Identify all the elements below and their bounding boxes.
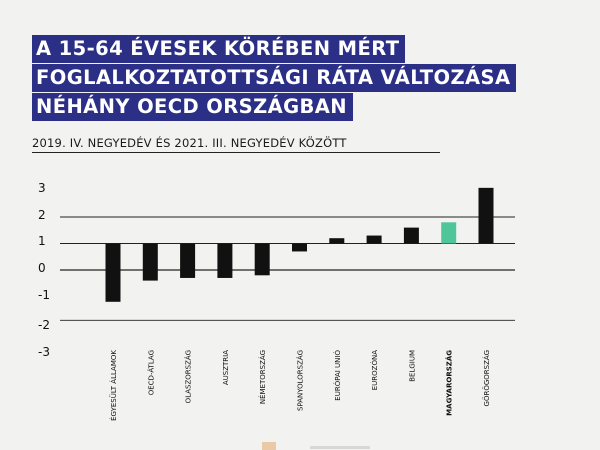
y-tick-label: 1 [38, 234, 46, 248]
bar [292, 243, 307, 252]
bar [254, 243, 270, 276]
bar [403, 227, 419, 244]
y-tick-label: 0 [38, 261, 46, 275]
x-tick-label: GÖRÖGORSZÁG [482, 350, 491, 406]
y-tick-label: -3 [38, 345, 50, 359]
y-tick-label: 2 [38, 208, 46, 222]
footer-decoration [262, 442, 276, 450]
bar [329, 238, 345, 244]
y-tick-label: 3 [38, 181, 46, 195]
bar [180, 243, 196, 278]
chart-title-line-1: A 15-64 ÉVESEK KÖRÉBEN MÉRT [32, 35, 406, 63]
footer-decoration-2 [310, 446, 370, 449]
chart-title-line-3: NÉHÁNY OECD ORSZÁGBAN [32, 93, 354, 121]
x-tick-labels: ÉGYESÜLT ÁLLAMOK OECD-ÁTLAG OLASZORSZÁG AUS… [109, 350, 491, 421]
chart-subtitle: 2019. IV. NEGYEDÉV ÉS 2021. III. NEGYEDÉ… [32, 136, 347, 150]
bar [217, 243, 233, 278]
y-tick-label: -2 [38, 318, 50, 332]
chart-title-line-2: FOGLALKOZTATOTTSÁGI RÁTA VÁLTOZÁSA [32, 64, 517, 92]
x-tick-label: EURÓPAI UNIÓ [333, 350, 342, 401]
x-tick-label: OECD-ÁTLAG [146, 350, 155, 395]
y-tick-labels: 3 2 1 0 -1 -2 -3 [38, 181, 50, 359]
x-tick-label: OLASZORSZÁG [184, 350, 193, 403]
subtitle-underline [32, 152, 440, 153]
bar [105, 243, 121, 302]
x-tick-label: MAGYARORSZÁG [445, 350, 454, 416]
bar [478, 187, 494, 244]
x-tick-label: BELGIUM [408, 350, 416, 382]
x-tick-label: EUROZÓNA [370, 350, 379, 390]
x-tick-label: SPANYOLORSZÁG [296, 350, 305, 411]
bar [366, 235, 382, 244]
bar [142, 243, 158, 281]
y-tick-label: -1 [38, 288, 50, 302]
x-tick-label: NÉMETORSZÁG [258, 350, 267, 404]
bar [441, 222, 457, 244]
x-tick-label: AUSZTRIA [222, 350, 230, 385]
bars [105, 187, 494, 302]
grid-lines [60, 216, 515, 321]
x-tick-label: ÉGYESÜLT ÁLLAMOK [109, 350, 118, 421]
